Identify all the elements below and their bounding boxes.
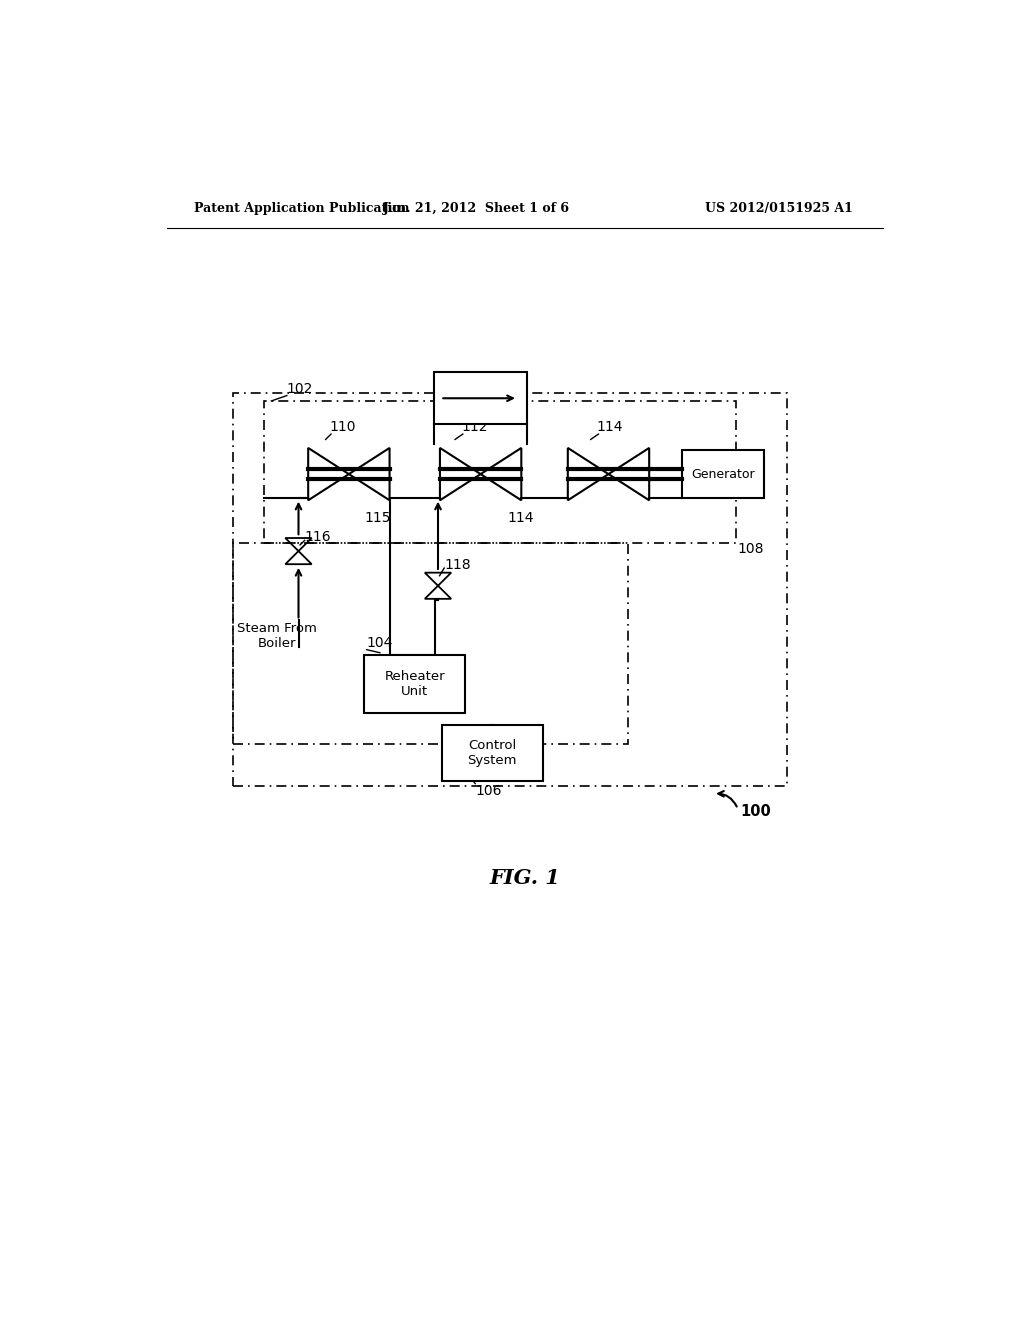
Text: Steam From
Boiler: Steam From Boiler (237, 622, 316, 649)
Text: 104: 104 (367, 636, 393, 649)
Text: 106: 106 (475, 784, 502, 797)
Text: 114: 114 (597, 420, 624, 434)
Text: 112: 112 (461, 420, 487, 434)
Text: FIG. 1: FIG. 1 (489, 869, 560, 888)
Bar (365, 655, 465, 713)
Text: 100: 100 (740, 804, 771, 818)
Bar (682, 450, 764, 498)
Text: 114: 114 (508, 511, 535, 525)
Text: 102: 102 (287, 381, 313, 396)
Text: 116: 116 (305, 531, 332, 544)
Bar (442, 725, 543, 780)
Text: Patent Application Publication: Patent Application Publication (194, 202, 410, 215)
Text: 118: 118 (444, 558, 471, 572)
Bar (263, 401, 736, 544)
Text: Jun. 21, 2012  Sheet 1 of 6: Jun. 21, 2012 Sheet 1 of 6 (383, 202, 570, 215)
Text: 110: 110 (330, 420, 356, 434)
Text: Reheater
Unit: Reheater Unit (384, 671, 445, 698)
Text: 115: 115 (365, 511, 391, 525)
Bar (232, 393, 786, 785)
Bar (232, 544, 628, 743)
Bar (434, 372, 527, 424)
Text: Control
System: Control System (468, 739, 517, 767)
Text: 108: 108 (738, 543, 765, 556)
Text: Generator: Generator (691, 467, 755, 480)
Text: US 2012/0151925 A1: US 2012/0151925 A1 (705, 202, 853, 215)
